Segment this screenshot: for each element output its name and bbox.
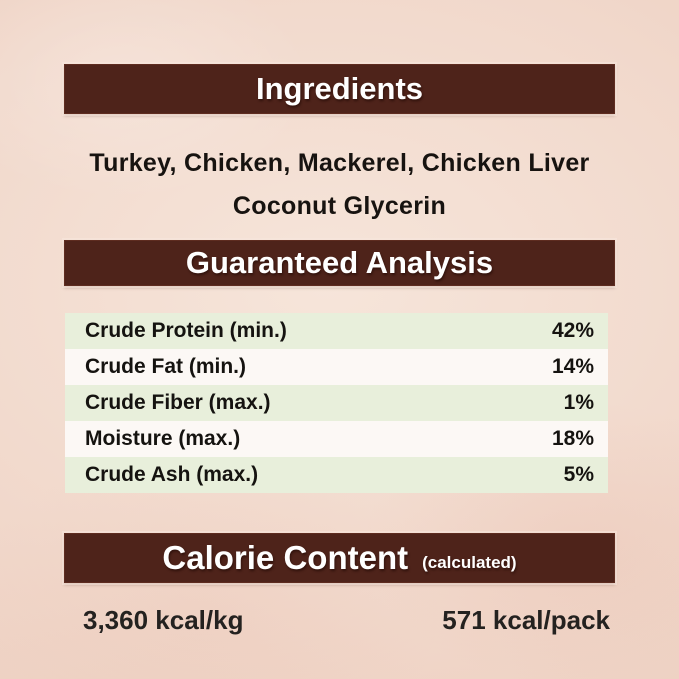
guaranteed-analysis-table: Crude Protein (min.) 42% Crude Fat (min.… [65, 313, 608, 493]
row-label: Crude Ash (max.) [85, 463, 259, 486]
calorie-content-subtitle: (calculated) [422, 553, 517, 572]
row-label: Crude Protein (min.) [85, 319, 287, 342]
calories-per-pack: 571 kcal/pack [442, 604, 610, 635]
calories-per-kg: 3,360 kcal/kg [83, 604, 244, 635]
table-row: Crude Ash (max.) 5% [65, 457, 608, 493]
calorie-content-header: Calorie Content (calculated) [64, 533, 615, 583]
ingredients-list: Turkey, Chicken, Mackerel, Chicken Liver… [34, 142, 645, 228]
ingredients-title: Ingredients [255, 71, 424, 106]
ingredients-line-1: Turkey, Chicken, Mackerel, Chicken Liver [89, 149, 590, 177]
table-row: Crude Fat (min.) 14% [65, 349, 608, 385]
row-value: 5% [563, 463, 594, 486]
ingredients-line-2: Coconut Glycerin [232, 192, 447, 220]
ingredients-header: Ingredients [64, 64, 615, 114]
table-row: Crude Fiber (max.) 1% [65, 385, 608, 421]
row-value: 18% [551, 427, 594, 450]
row-label: Crude Fiber (max.) [85, 391, 271, 414]
row-value: 14% [551, 355, 594, 378]
row-value: 42% [551, 319, 594, 342]
table-row: Moisture (max.) 18% [65, 421, 608, 457]
calorie-values: 3,360 kcal/kg 571 kcal/pack [65, 601, 614, 639]
row-label: Moisture (max.) [85, 427, 241, 450]
table-row: Crude Protein (min.) 42% [65, 313, 608, 349]
guaranteed-analysis-title: Guaranteed Analysis [185, 245, 494, 280]
calorie-content-title: Calorie Content [162, 539, 409, 576]
row-label: Crude Fat (min.) [85, 355, 246, 378]
row-value: 1% [563, 391, 594, 414]
guaranteed-analysis-header: Guaranteed Analysis [64, 240, 615, 286]
